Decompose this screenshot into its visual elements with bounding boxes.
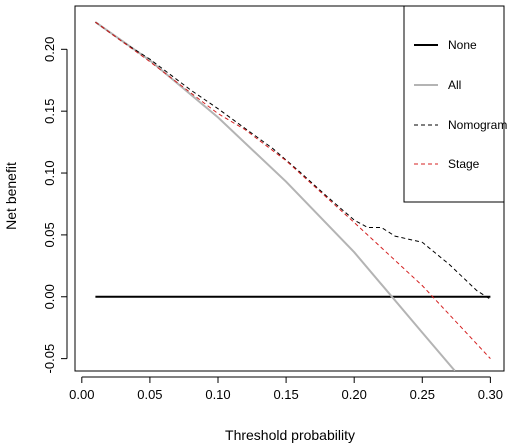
- x-tick-label: 0.30: [478, 387, 503, 402]
- legend: None All Nomogram Stage: [403, 5, 507, 203]
- legend-label-nomogram: Nomogram: [448, 118, 507, 132]
- x-tick-label: 0.25: [410, 387, 435, 402]
- series-group: [94, 21, 491, 371]
- y-tick-label: -0.05: [42, 344, 57, 374]
- x-tick-label: 0.15: [273, 387, 298, 402]
- y-tick-label: 0.05: [42, 222, 57, 247]
- axes-group: 0.00 0.05 0.10 0.15 0.20 0.25 0.30 -0.05 0.00 0.0…: [42, 37, 503, 402]
- series-line-stage: [95, 21, 491, 359]
- x-axis-label: Threshold probability: [225, 427, 355, 443]
- x-tick-label: 0.00: [69, 387, 94, 402]
- x-tick-label: 0.05: [137, 387, 162, 402]
- legend-label-all: All: [448, 78, 461, 92]
- legend-box: [403, 5, 505, 203]
- y-axis-label: Net benefit: [3, 162, 19, 230]
- legend-label-none: None: [448, 38, 477, 52]
- series-line-all: [94, 21, 456, 371]
- y-tick-label: 0.15: [42, 99, 57, 124]
- legend-label-stage: Stage: [448, 157, 480, 171]
- y-tick-label: 0.10: [42, 160, 57, 185]
- x-tick-label: 0.10: [205, 387, 230, 402]
- y-tick-label: 0.00: [42, 284, 57, 309]
- series-line-nomogram: [95, 21, 491, 300]
- x-tick-label: 0.20: [342, 387, 367, 402]
- y-tick-label: 0.20: [42, 37, 57, 62]
